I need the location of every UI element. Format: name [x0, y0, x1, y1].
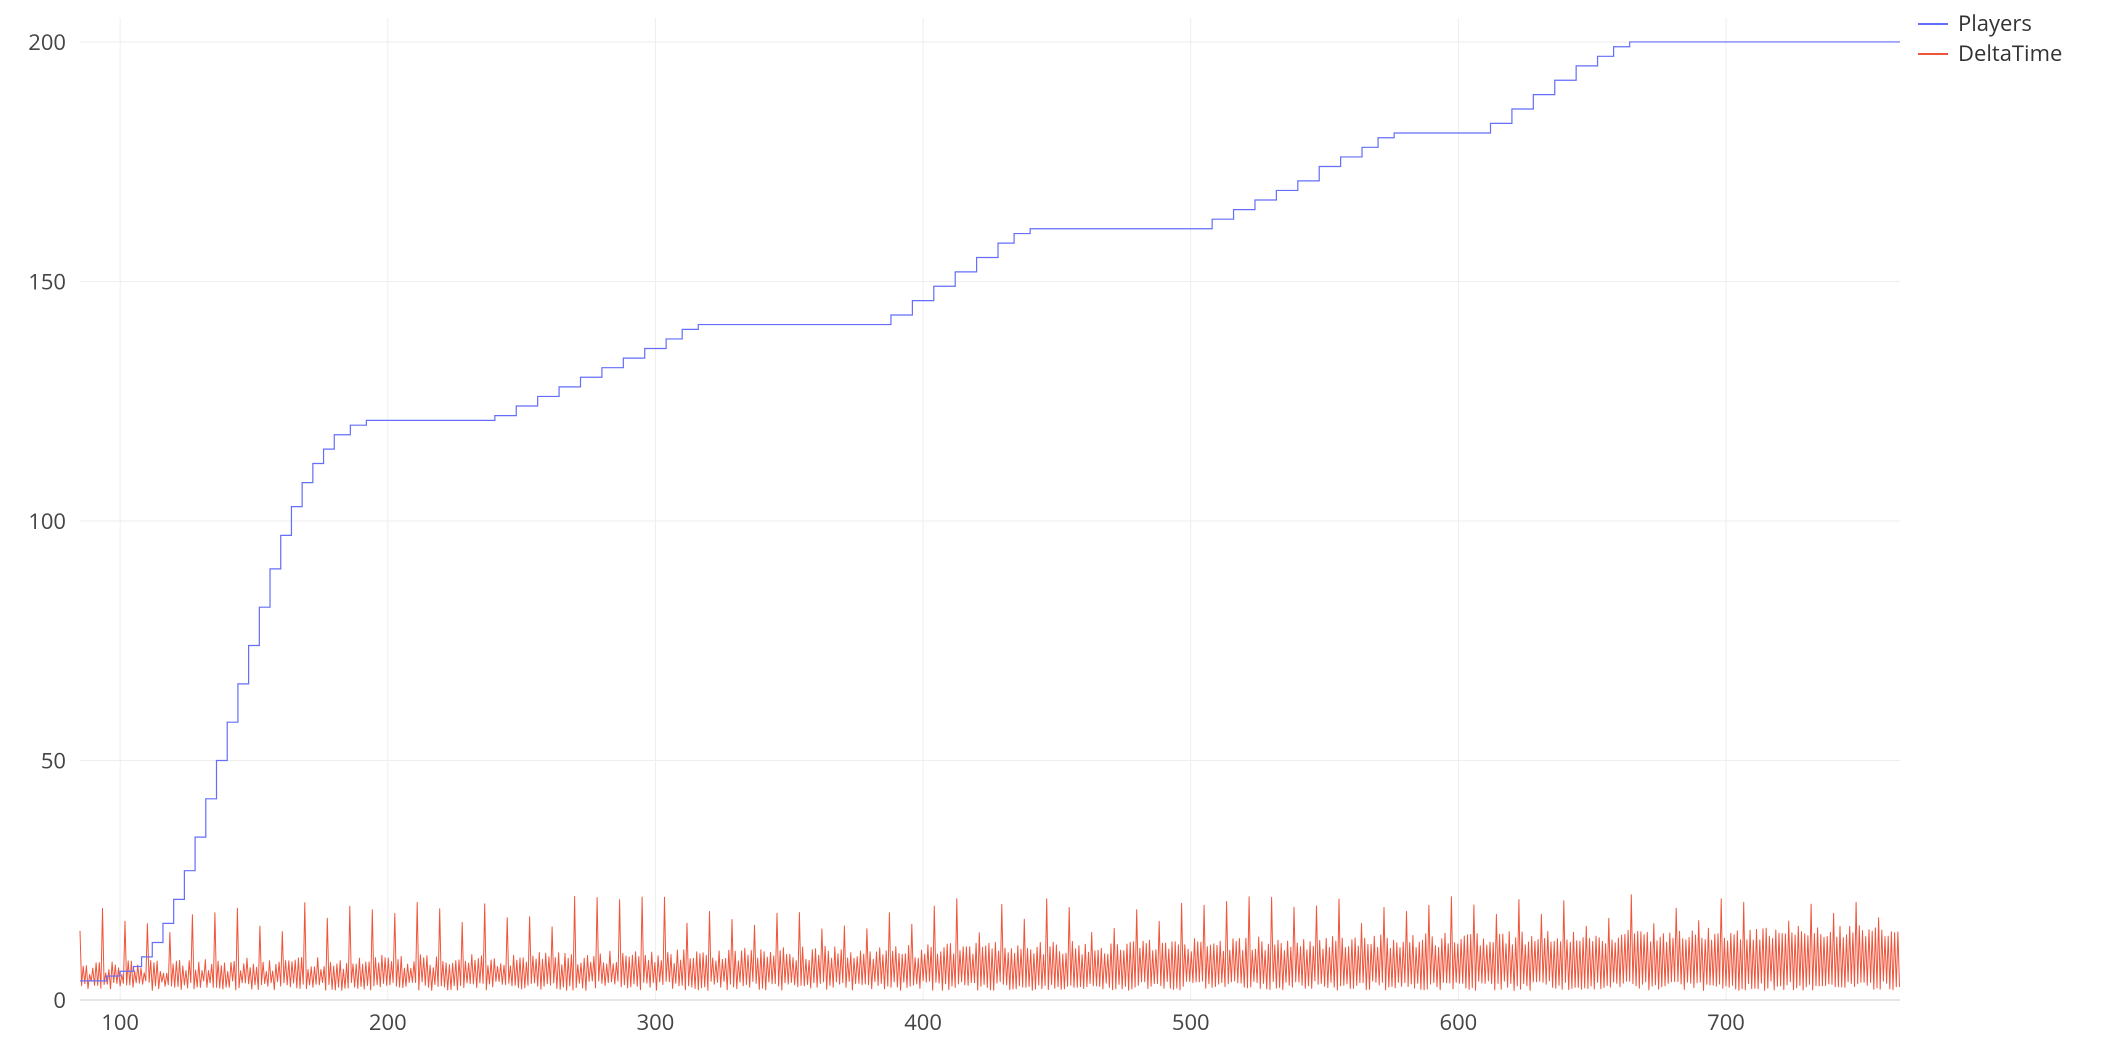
- x-tick-label: 500: [1172, 1007, 1210, 1037]
- y-tick-label: 50: [41, 745, 66, 775]
- x-tick-label: 600: [1440, 1007, 1478, 1037]
- legend-label[interactable]: Players: [1958, 8, 2032, 38]
- x-tick-label: 100: [101, 1007, 139, 1037]
- y-tick-label: 100: [28, 506, 66, 536]
- y-tick-label: 150: [28, 266, 66, 296]
- chart-background: [0, 0, 2128, 1045]
- x-tick-label: 300: [637, 1007, 675, 1037]
- legend-label[interactable]: DeltaTime: [1958, 38, 2062, 68]
- x-tick-label: 700: [1707, 1007, 1745, 1037]
- y-tick-label: 200: [28, 27, 66, 57]
- x-tick-label: 400: [904, 1007, 942, 1037]
- line-chart: 100 200 300 400 500 600 700 0 50 100 150 200 Players…: [0, 0, 2128, 1045]
- chart-container: 100 200 300 400 500 600 700 0 50 100 150 200 Players…: [0, 0, 2128, 1045]
- y-tick-label: 0: [53, 985, 66, 1015]
- x-tick-label: 200: [369, 1007, 407, 1037]
